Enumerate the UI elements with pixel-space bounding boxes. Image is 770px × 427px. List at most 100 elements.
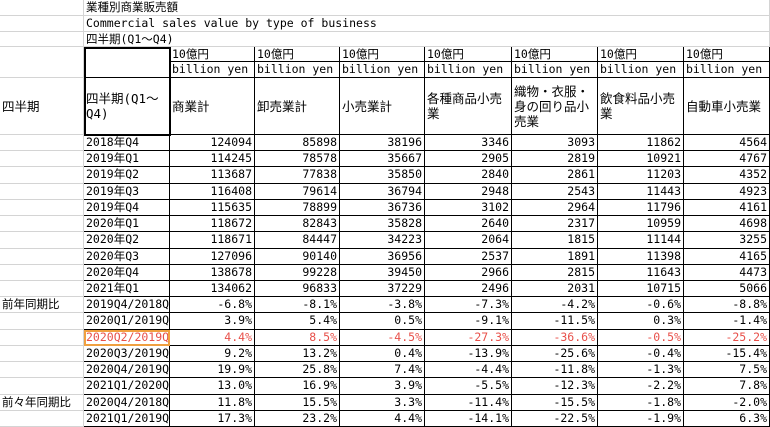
value-cell: -4.4% — [425, 362, 512, 379]
value-cell: 2964 — [512, 199, 598, 217]
value-cell: 1891 — [512, 248, 598, 265]
value-cell: -14.1% — [425, 410, 512, 427]
period-cell: 2020年Q1 — [84, 216, 170, 233]
blank-cell — [0, 362, 84, 379]
value-cell: 118671 — [170, 232, 255, 249]
period-cell: 2020年Q4 — [84, 264, 170, 281]
value-cell: 5066 — [684, 281, 770, 298]
period-cell: 2020Q1/2019Q1 — [84, 313, 170, 330]
value-cell: 138678 — [170, 264, 255, 281]
value-cell: 134062 — [170, 281, 255, 298]
value-cell: -27.3% — [425, 329, 512, 346]
column-header: 商業計 — [170, 78, 255, 135]
blank-cell — [0, 47, 84, 78]
value-cell: 23.2% — [255, 410, 340, 427]
value-cell: 4352 — [684, 167, 770, 184]
column-header: 飲食料品小売業 — [598, 78, 684, 135]
unit-en: billion yen — [425, 62, 512, 78]
value-cell: 36736 — [340, 199, 425, 217]
value-cell: -2.0% — [684, 394, 770, 411]
value-cell: 2815 — [512, 264, 598, 281]
unit-ja: 10億円 — [684, 47, 770, 62]
value-cell: 2537 — [425, 248, 512, 265]
blank-cell — [84, 47, 170, 78]
value-cell: 99228 — [255, 264, 340, 281]
unit-en: billion yen — [340, 62, 425, 78]
value-cell: 2317 — [512, 216, 598, 233]
unit-ja: 10億円 — [512, 47, 598, 62]
value-cell: 5.4% — [255, 313, 340, 330]
group-label: 前々年同期比 — [0, 394, 84, 411]
value-cell: 3346 — [425, 135, 512, 152]
value-cell: 2496 — [425, 281, 512, 298]
value-cell: 8.5% — [255, 329, 340, 346]
value-cell: 0.4% — [340, 345, 425, 363]
period-cell: 2019年Q4 — [84, 199, 170, 217]
blank-cell — [0, 281, 84, 298]
column-header: 卸売業計 — [255, 78, 340, 135]
value-cell: 2966 — [425, 264, 512, 281]
value-cell: 36956 — [340, 248, 425, 265]
unit-en: billion yen — [684, 62, 770, 78]
value-cell: 10959 — [598, 216, 684, 233]
value-cell: 3102 — [425, 199, 512, 217]
unit-en: billion yen — [512, 62, 598, 78]
blank-cell — [0, 183, 84, 200]
value-cell: 116408 — [170, 183, 255, 200]
value-cell: 19.9% — [170, 362, 255, 379]
unit-en: billion yen — [598, 62, 684, 78]
value-cell: 4161 — [684, 199, 770, 217]
blank-cell — [0, 135, 84, 152]
value-cell: 4767 — [684, 151, 770, 168]
blank-cell — [0, 264, 84, 281]
value-cell: -2.2% — [598, 378, 684, 395]
value-cell: 77838 — [255, 167, 340, 184]
blank-cell — [0, 32, 84, 47]
value-cell: 13.0% — [170, 378, 255, 395]
value-cell: 2543 — [512, 183, 598, 200]
blank-cell — [0, 0, 84, 16]
period-cell: 2021Q1/2020Q1 — [84, 378, 170, 395]
value-cell: 34223 — [340, 232, 425, 249]
value-cell: 9.2% — [170, 345, 255, 363]
blank-cell — [0, 248, 84, 265]
unit-ja: 10億円 — [170, 47, 255, 62]
blank-cell — [0, 410, 84, 427]
value-cell: 35828 — [340, 216, 425, 233]
value-cell: 127096 — [170, 248, 255, 265]
value-cell: 11144 — [598, 232, 684, 249]
value-cell: 7.4% — [340, 362, 425, 379]
value-cell: -15.5% — [512, 394, 598, 411]
value-cell: -11.4% — [425, 394, 512, 411]
title-period: 四半期(Q1～Q4) — [84, 32, 770, 47]
value-cell: 114245 — [170, 151, 255, 168]
value-cell: -4.5% — [340, 329, 425, 346]
period-cell: 2021Q1/2019Q1 — [84, 410, 170, 427]
value-cell: -3.8% — [340, 297, 425, 314]
value-cell: 124094 — [170, 135, 255, 152]
period-cell: 2021年Q1 — [84, 281, 170, 298]
value-cell: 79614 — [255, 183, 340, 200]
unit-ja: 10億円 — [425, 47, 512, 62]
value-cell: 4473 — [684, 264, 770, 281]
unit-en: billion yen — [255, 62, 340, 78]
value-cell: 2064 — [425, 232, 512, 249]
period-cell: 2020Q2/2019Q2 — [84, 329, 170, 346]
value-cell: 11.8% — [170, 394, 255, 411]
value-cell: -1.3% — [598, 362, 684, 379]
period-cell: 2020Q4/2018Q4 — [84, 394, 170, 411]
value-cell: 11862 — [598, 135, 684, 152]
value-cell: -8.1% — [255, 297, 340, 314]
value-cell: 118672 — [170, 216, 255, 233]
value-cell: -1.9% — [598, 410, 684, 427]
value-cell: -11.5% — [512, 313, 598, 330]
value-cell: 2031 — [512, 281, 598, 298]
value-cell: 3.9% — [170, 313, 255, 330]
value-cell: 4564 — [684, 135, 770, 152]
value-cell: -5.5% — [425, 378, 512, 395]
value-cell: 11203 — [598, 167, 684, 184]
value-cell: 1815 — [512, 232, 598, 249]
blank-cell — [0, 232, 84, 249]
value-cell: -12.3% — [512, 378, 598, 395]
